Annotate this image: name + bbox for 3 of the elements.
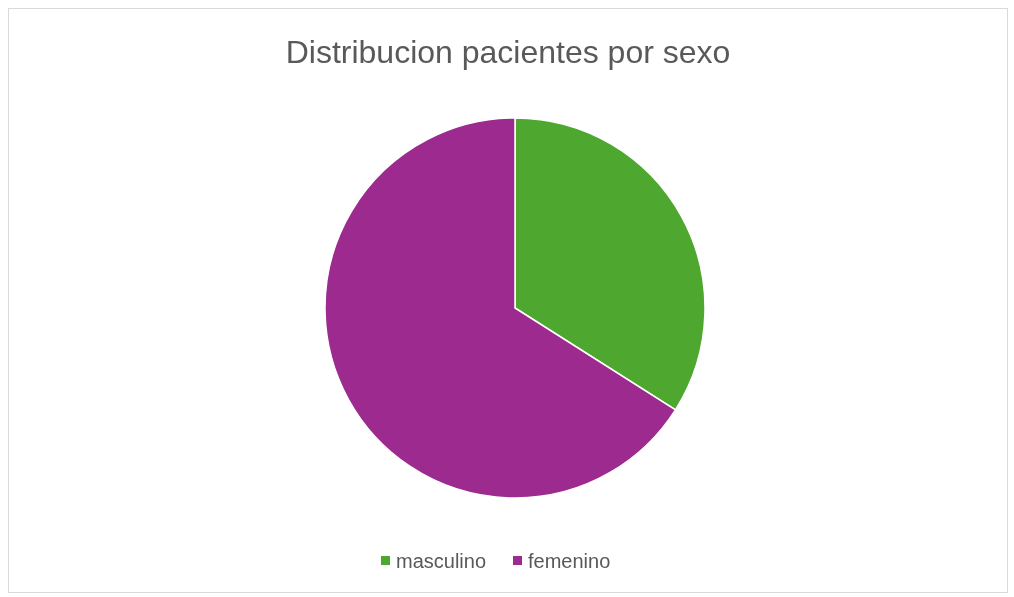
legend-label: masculino [396,550,487,572]
chart-title: Distribucion pacientes por sexo [285,34,731,70]
legend-label: femenino [528,550,611,572]
